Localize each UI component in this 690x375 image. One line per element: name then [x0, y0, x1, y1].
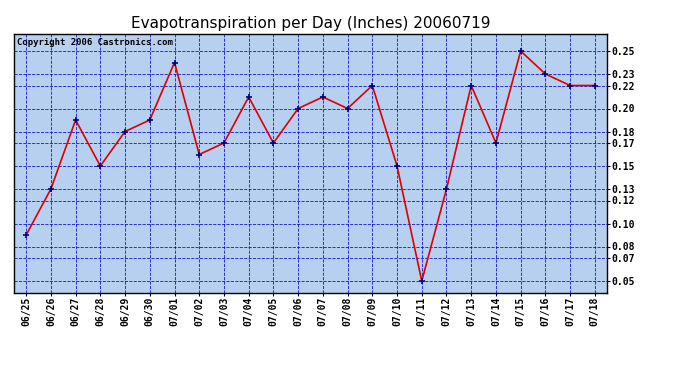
Text: Copyright 2006 Castronics.com: Copyright 2006 Castronics.com: [17, 38, 172, 46]
Title: Evapotranspiration per Day (Inches) 20060719: Evapotranspiration per Day (Inches) 2006…: [130, 16, 491, 31]
